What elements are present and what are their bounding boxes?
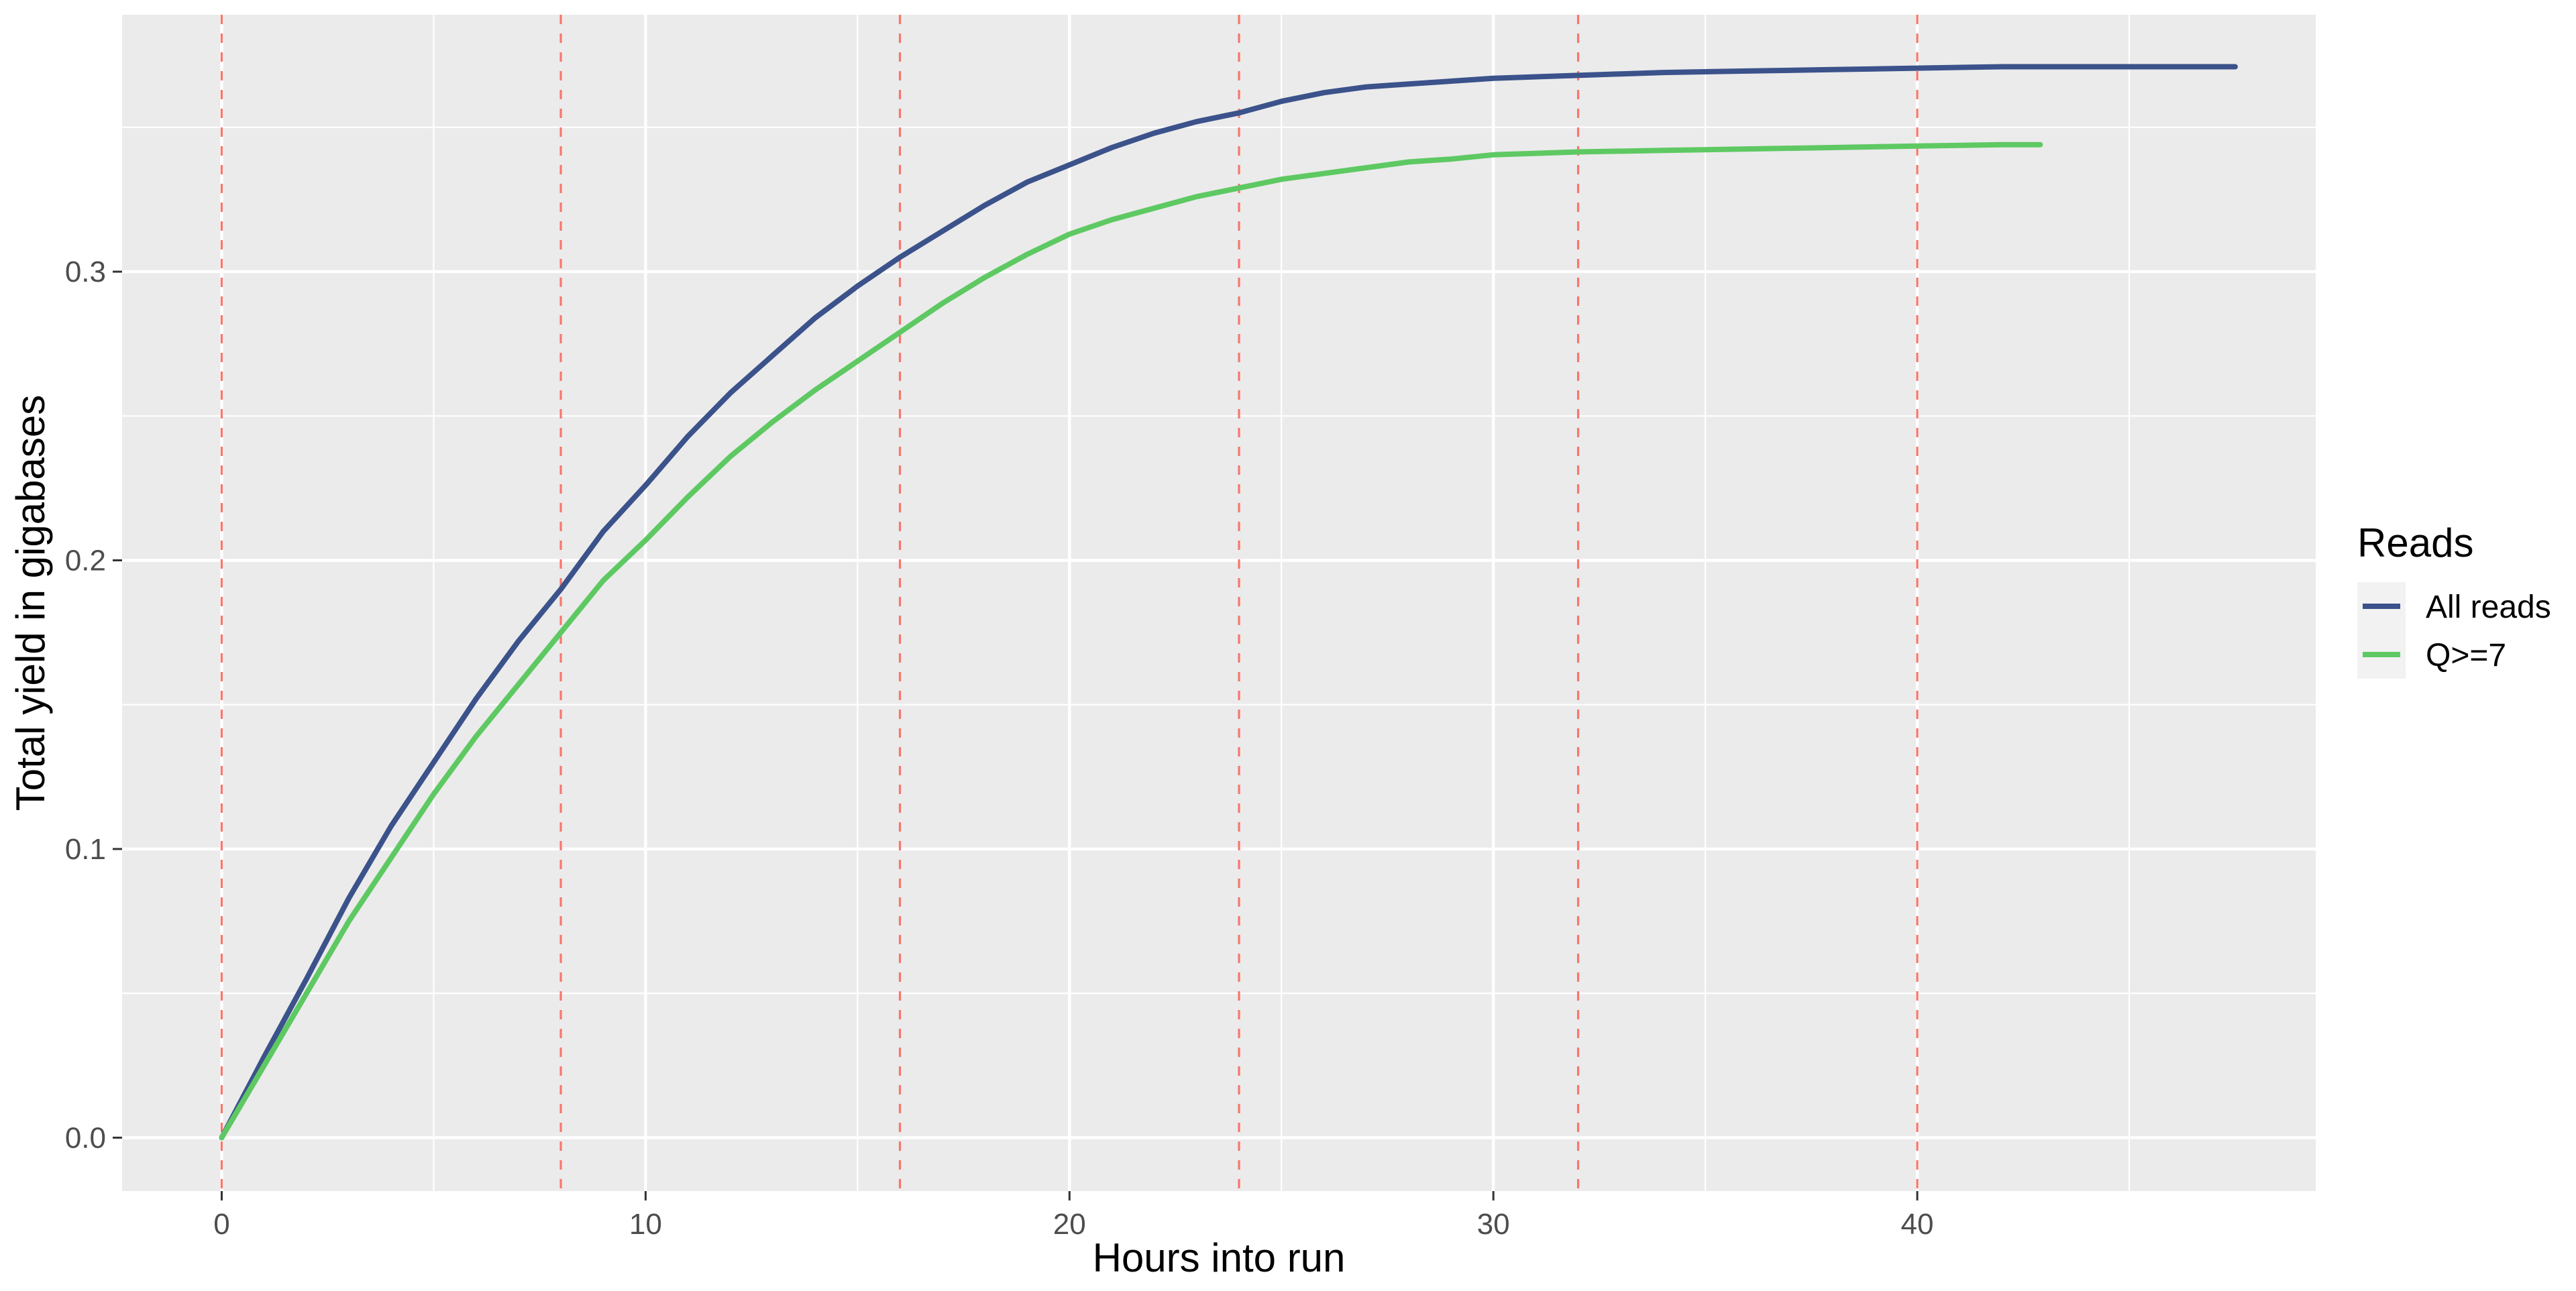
y-tick-label: 0.2 <box>65 545 106 577</box>
x-tick-label: 10 <box>629 1208 662 1241</box>
legend-label: Q>=7 <box>2426 638 2506 673</box>
y-tick-label: 0.1 <box>65 833 106 866</box>
legend-item: All reads <box>2357 582 2551 630</box>
series-line-0 <box>219 64 2238 1141</box>
legend-item: Q>=7 <box>2357 630 2506 679</box>
x-tick-label: 40 <box>1901 1208 1934 1241</box>
x-tick-label: 20 <box>1053 1208 1086 1241</box>
y-tick-label: 0.0 <box>65 1121 106 1154</box>
legend-label: All reads <box>2426 590 2551 625</box>
legend-title: Reads <box>2357 520 2473 565</box>
series-line-1 <box>219 142 2043 1141</box>
y-tick-label: 0.3 <box>65 256 106 288</box>
y-axis-title: Total yield in gigabases <box>8 395 53 811</box>
plot-panel <box>122 15 2316 1191</box>
x-tick-label: 30 <box>1477 1208 1510 1241</box>
x-axis-title: Hours into run <box>1093 1235 1346 1280</box>
x-tick-label: 0 <box>213 1208 229 1241</box>
legend: Reads All reads Q>=7 <box>2357 520 2551 679</box>
